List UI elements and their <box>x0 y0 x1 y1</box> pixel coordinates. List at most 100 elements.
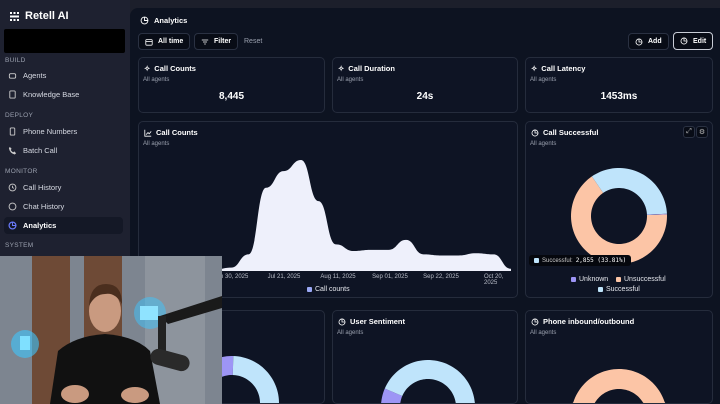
calendar-icon <box>145 38 153 46</box>
stat-card-call-counts[interactable]: ✧ Call Counts All agents 8,445 <box>138 57 325 113</box>
page-title-text: Analytics <box>154 16 188 25</box>
filter-button[interactable]: Filter <box>194 33 239 50</box>
sidebar-item-label: Phone Numbers <box>23 127 78 136</box>
phone-device-icon <box>9 127 16 136</box>
x-tick-label: Sep 01, 2025 <box>372 274 408 280</box>
x-tick-label: Oct 20, 2025 <box>484 274 504 286</box>
sidebar-item-batch-call[interactable]: Batch Call <box>4 142 123 159</box>
x-tick-label: Jul 21, 2025 <box>267 274 301 280</box>
robot-icon <box>8 73 17 79</box>
legend-swatch <box>307 287 312 292</box>
section-deploy: DEPLOY <box>5 112 34 119</box>
x-tick-label: Jun 30, 2025 <box>213 274 249 280</box>
donut-slice[interactable] <box>185 356 279 403</box>
section-monitor: MONITOR <box>5 168 38 175</box>
line-chart-icon <box>144 129 152 137</box>
edit-chart-icon <box>680 37 688 45</box>
sparkle-icon: ✧ <box>338 64 345 73</box>
tooltip-label: Successful: <box>542 257 573 264</box>
history-icon <box>8 183 17 192</box>
book-icon <box>9 90 16 99</box>
page-title: Analytics <box>140 16 187 25</box>
card-subtitle: All agents <box>530 141 557 147</box>
legend-call-counts[interactable]: Call counts <box>307 286 350 293</box>
sidebar-item-agents[interactable]: Agents <box>4 67 123 84</box>
filter-icon <box>201 39 209 44</box>
add-label: Add <box>648 38 662 45</box>
section-build: BUILD <box>5 57 26 64</box>
edit-label: Edit <box>693 37 707 45</box>
sidebar-item-label: Agents <box>23 71 47 80</box>
app-name: Retell AI <box>25 10 69 22</box>
sidebar-item-label: Knowledge Base <box>23 90 80 99</box>
presenter-video <box>0 256 222 404</box>
sidebar-item-analytics[interactable]: Analytics <box>4 217 123 234</box>
pie-chart-icon <box>531 129 539 136</box>
legend-label: Unsuccessful <box>624 276 666 283</box>
pie-chart-icon <box>338 318 346 325</box>
tooltip-value: 2,855 (33.81%) <box>575 257 627 264</box>
date-range-button[interactable]: All time <box>138 33 191 50</box>
donut-slice[interactable] <box>571 176 667 264</box>
sidebar-item-label: Call History <box>23 183 62 192</box>
call-counts-area-chart <box>178 160 511 271</box>
sidebar-item-call-history[interactable]: Call History <box>4 179 123 196</box>
chat-icon <box>8 202 17 211</box>
card-subtitle: All agents <box>530 77 557 83</box>
redacted-workspace-selector[interactable] <box>4 29 125 53</box>
card-subtitle: All agents <box>530 330 557 336</box>
donut-slice[interactable] <box>591 168 667 215</box>
sidebar-item-knowledge-base[interactable]: Knowledge Base <box>4 86 123 103</box>
card-title: Call Counts <box>156 128 198 137</box>
stat-value: 24s <box>416 91 434 102</box>
legend-label: Call counts <box>315 286 350 293</box>
card-title: Call Counts <box>154 64 196 73</box>
add-chart-icon <box>635 38 643 45</box>
sparkle-icon: ✧ <box>531 64 538 73</box>
stat-value: 8,445 <box>218 91 245 102</box>
phone-inbound-outbound-card: Phone inbound/outbound All agents <box>525 310 713 404</box>
main-panel: Analytics All time Filter Reset Add Edit… <box>130 8 720 404</box>
gear-icon[interactable]: ⚙ <box>696 126 708 138</box>
card-subtitle: All agents <box>143 77 170 83</box>
card-title: Call Latency <box>541 64 586 73</box>
phone-inbound-outbound-donut <box>571 369 667 403</box>
legend-swatch <box>598 287 603 292</box>
user-sentiment-donut <box>381 360 475 403</box>
user-sentiment-card: User Sentiment All agents <box>332 310 518 404</box>
add-button[interactable]: Add <box>628 33 669 50</box>
legend-unsuccessful[interactable]: Unsuccessful <box>616 276 666 283</box>
stat-card-call-duration[interactable]: ✧ Call Duration All agents 24s <box>332 57 518 113</box>
phone-icon <box>8 146 17 155</box>
stat-value: 1453ms <box>600 91 638 102</box>
donut-slice[interactable] <box>571 369 667 403</box>
sidebar-item-phone-numbers[interactable]: Phone Numbers <box>4 123 123 140</box>
sidebar-item-label: Chat History <box>23 202 65 211</box>
sparkle-icon: ✧ <box>144 64 151 73</box>
legend-successful[interactable]: Successful <box>598 286 640 293</box>
sidebar-item-label: Batch Call <box>23 146 58 155</box>
section-system: SYSTEM <box>5 242 34 249</box>
x-tick-label: Sep 22, 2025 <box>423 274 459 280</box>
legend-unknown[interactable]: Unknown <box>571 276 608 283</box>
card-title: Call Successful <box>543 128 599 137</box>
call-counts-area <box>178 160 511 271</box>
legend-label: Unknown <box>579 276 609 283</box>
card-subtitle: All agents <box>337 77 364 83</box>
tooltip-swatch <box>534 258 539 263</box>
sidebar-item-chat-history[interactable]: Chat History <box>4 198 123 215</box>
date-range-label: All time <box>158 38 184 45</box>
expand-icon[interactable]: ⤢ <box>683 126 695 138</box>
app-logo[interactable]: Retell AI <box>9 10 69 22</box>
pie-chart-icon <box>140 16 149 25</box>
edit-button[interactable]: Edit <box>673 32 714 50</box>
card-subtitle: All agents <box>337 330 364 336</box>
donut-slice[interactable] <box>384 360 475 403</box>
stat-card-call-latency[interactable]: ✧ Call Latency All agents 1453ms <box>525 57 713 113</box>
donut-slice[interactable] <box>646 213 667 216</box>
reset-button[interactable]: Reset <box>244 38 263 45</box>
sidebar-item-label: Analytics <box>23 221 57 230</box>
chart-tooltip: Successful: 2,855 (33.81%) <box>529 255 632 266</box>
call-successful-card: Call Successful All agents ⤢ ⚙ Unknown U… <box>525 121 713 298</box>
donut-slice[interactable] <box>381 388 403 403</box>
